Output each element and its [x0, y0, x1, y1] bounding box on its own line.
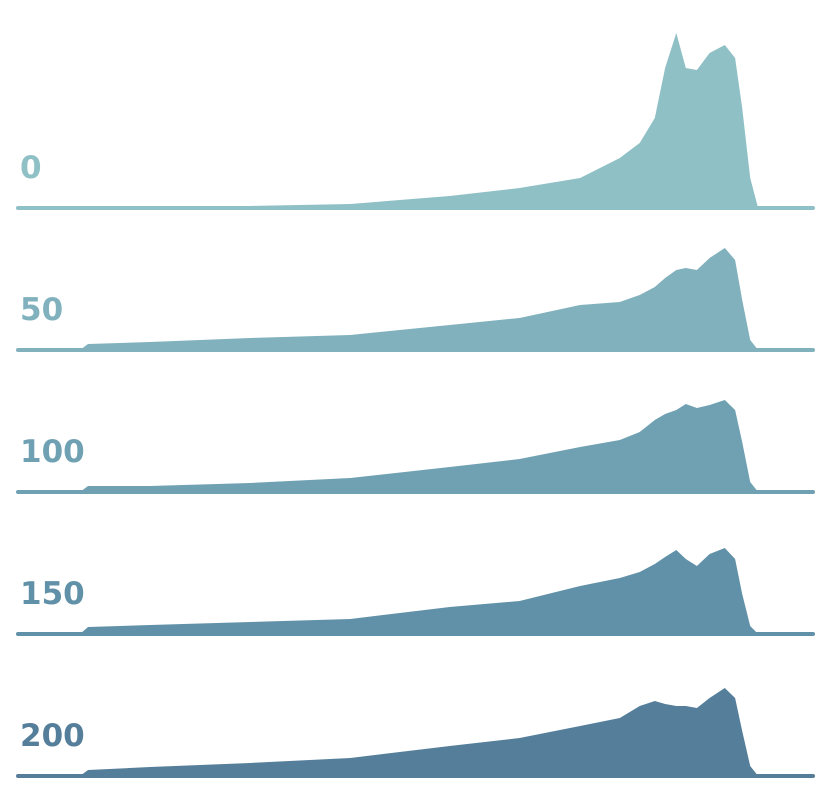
series-label: 0	[20, 150, 42, 186]
density-area	[18, 33, 813, 208]
series-label: 50	[20, 292, 63, 328]
density-area	[18, 400, 813, 492]
density-area	[18, 548, 813, 634]
density-area	[18, 248, 813, 350]
series-label: 150	[20, 576, 85, 612]
series-label: 200	[20, 718, 85, 754]
series-label: 100	[20, 434, 85, 470]
density-area	[18, 688, 813, 776]
